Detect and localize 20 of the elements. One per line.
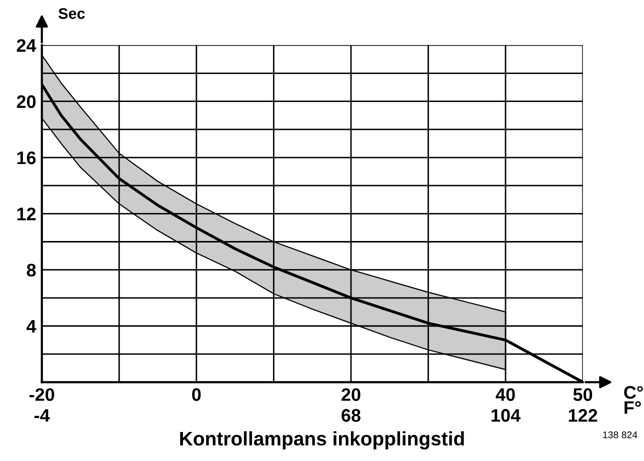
x2-tick-label: 122 xyxy=(568,409,598,422)
x-tick-label: 40 xyxy=(496,388,515,401)
y-tick-label: 8 xyxy=(26,264,36,277)
text: Kontrollampans inkopplingstid xyxy=(180,431,464,450)
y-tick-label: 4 xyxy=(26,320,36,333)
text: 138 824 xyxy=(603,431,638,438)
y-tick-label: 16 xyxy=(17,151,36,164)
x-tick-label: 50 xyxy=(573,388,592,401)
y-tick-label: 20 xyxy=(16,95,36,108)
x2-axis-title: F° xyxy=(624,401,641,414)
y-tick-label: 24 xyxy=(16,39,36,52)
y-tick-label: 12 xyxy=(17,208,36,220)
x-tick-label: -20 xyxy=(30,388,54,401)
x2-tick-label: -4 xyxy=(34,409,50,422)
x-tick-label: 20 xyxy=(342,388,360,401)
x2-tick-label: 104 xyxy=(492,409,521,422)
x2-tick-label: 68 xyxy=(342,409,360,422)
x-tick-label: 0 xyxy=(192,388,201,401)
x-axis-title: C° xyxy=(624,386,643,399)
y-axis-title: Sec xyxy=(58,8,85,19)
